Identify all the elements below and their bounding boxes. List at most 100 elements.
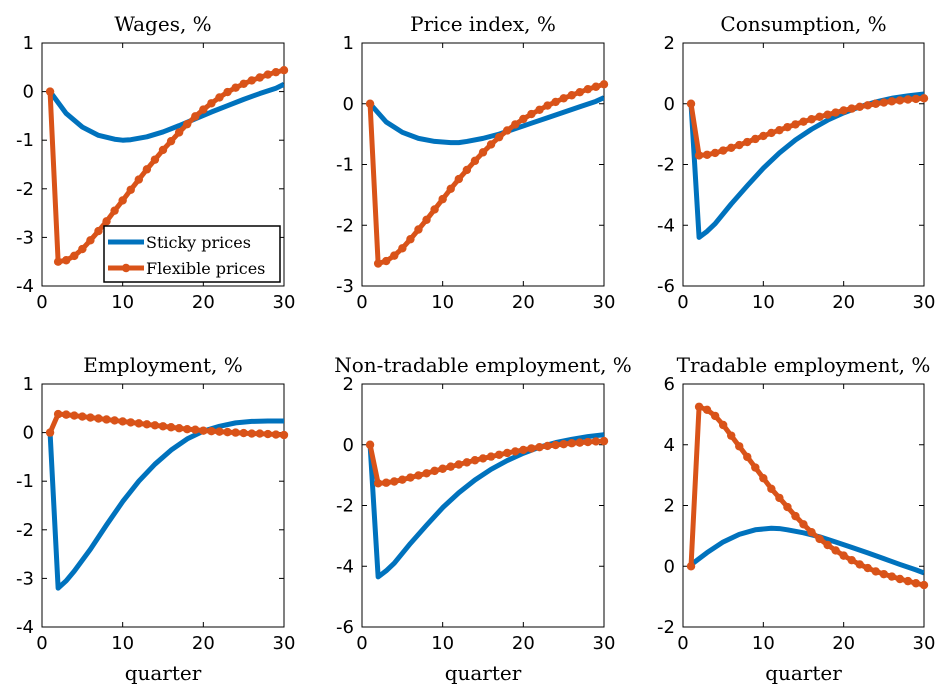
data-point-flexible <box>686 562 696 571</box>
data-point-flexible <box>174 424 184 433</box>
data-point-flexible <box>535 105 544 115</box>
data-point-flexible <box>478 454 488 463</box>
data-point-flexible <box>150 421 160 430</box>
data-point-flexible <box>694 402 704 411</box>
x-tick-label: 10 <box>111 292 134 313</box>
data-point-flexible <box>207 99 216 108</box>
data-point-flexible <box>527 109 536 119</box>
data-point-flexible <box>799 117 808 126</box>
data-point-flexible <box>783 122 792 132</box>
data-point-flexible <box>494 132 504 142</box>
data-point-flexible <box>422 215 431 224</box>
x-tick-label: 0 <box>36 292 47 313</box>
data-point-flexible <box>78 244 87 254</box>
x-tick-label: 30 <box>273 292 296 313</box>
x-tick-label: 10 <box>431 633 454 654</box>
data-point-flexible <box>422 469 431 478</box>
data-point-flexible <box>406 235 415 244</box>
x-tick-label: 20 <box>192 633 215 654</box>
data-point-flexible <box>462 458 472 467</box>
series-line-flexible-prices <box>688 95 924 158</box>
data-point-flexible <box>863 563 872 573</box>
data-point-flexible <box>743 137 752 147</box>
data-point-flexible <box>446 184 455 193</box>
y-tick-label: 2 <box>664 496 675 517</box>
data-point-flexible <box>373 259 383 268</box>
data-point-flexible <box>879 98 889 107</box>
y-tick-label: -2 <box>336 496 354 517</box>
y-tick-label: 6 <box>664 374 675 395</box>
data-point-flexible <box>903 95 913 104</box>
data-point-flexible <box>279 430 289 440</box>
x-tick-label: 0 <box>677 633 688 654</box>
data-point-flexible <box>919 94 929 103</box>
data-point-flexible <box>61 410 71 419</box>
x-tick-label: 20 <box>512 633 535 654</box>
legend: Sticky prices Flexible prices <box>103 225 281 283</box>
y-tick-label: 2 <box>664 33 675 54</box>
data-point-flexible <box>207 426 216 436</box>
data-point-flexible <box>855 560 864 569</box>
data-point-flexible <box>718 146 728 155</box>
data-point-flexible <box>373 479 383 488</box>
data-point-flexible <box>255 429 264 438</box>
data-point-flexible <box>511 120 520 129</box>
data-point-flexible <box>791 511 800 521</box>
legend-marker-flexible <box>121 263 131 273</box>
data-point-flexible <box>183 119 192 129</box>
data-point-flexible <box>382 478 391 487</box>
y-tick-label: -4 <box>16 276 34 297</box>
y-tick-label: -6 <box>336 617 354 638</box>
data-point-flexible <box>158 422 168 431</box>
data-point-flexible <box>406 473 415 482</box>
data-point-flexible <box>863 101 872 110</box>
data-point-flexible <box>583 437 593 447</box>
data-point-flexible <box>183 424 192 434</box>
data-point-flexible <box>775 125 784 135</box>
data-point-flexible <box>823 540 832 550</box>
data-point-flexible <box>727 431 736 440</box>
data-point-flexible <box>271 67 281 77</box>
data-point-flexible <box>551 440 560 450</box>
y-tick-label: -6 <box>657 276 675 297</box>
data-point-flexible <box>591 437 601 446</box>
data-point-flexible <box>702 150 712 159</box>
axes-box <box>41 383 285 628</box>
data-point-flexible <box>871 567 880 576</box>
data-point-flexible <box>591 82 601 91</box>
data-point-flexible <box>767 128 776 138</box>
data-point-flexible <box>191 425 200 434</box>
data-point-flexible <box>279 66 289 75</box>
data-point-flexible <box>847 104 856 113</box>
data-point-flexible <box>503 126 512 135</box>
data-point-flexible <box>45 428 55 437</box>
data-point-flexible <box>831 546 840 555</box>
data-point-flexible <box>454 174 463 184</box>
data-point-flexible <box>559 439 568 449</box>
y-tick-label: 4 <box>664 435 675 456</box>
data-point-flexible <box>398 475 407 484</box>
data-point-flexible <box>895 574 905 584</box>
panel-title: Price index, % <box>410 12 556 36</box>
y-tick-label: 1 <box>343 33 354 54</box>
data-point-flexible <box>414 471 423 480</box>
data-point-flexible <box>118 196 127 205</box>
y-tick-label: -3 <box>16 227 34 248</box>
x-axis-label: quarter <box>445 661 522 685</box>
data-point-flexible <box>887 97 897 106</box>
data-point-flexible <box>702 405 712 415</box>
y-tick-label: -1 <box>336 155 354 176</box>
data-point-flexible <box>903 576 913 586</box>
data-point-flexible <box>783 502 792 512</box>
axes-box <box>41 42 285 287</box>
x-tick-label: 20 <box>192 292 215 313</box>
axes-box <box>682 42 925 287</box>
data-point-flexible <box>527 444 536 453</box>
data-point-flexible <box>839 106 848 115</box>
y-tick-label: -2 <box>336 215 354 236</box>
series-line-sticky-prices <box>688 91 924 240</box>
y-tick-label: -3 <box>16 568 34 589</box>
data-point-flexible <box>462 165 472 175</box>
data-point-flexible <box>166 423 176 432</box>
